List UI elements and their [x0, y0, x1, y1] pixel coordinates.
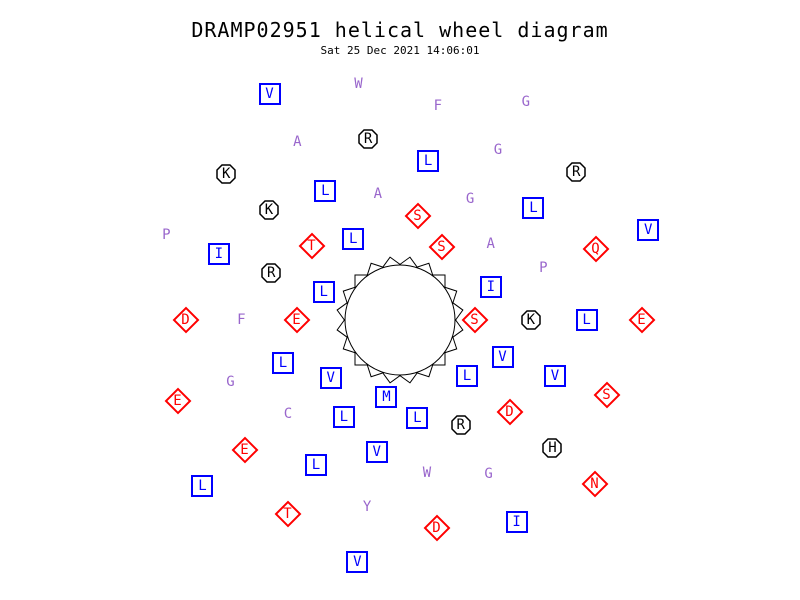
- residue-14: A: [482, 235, 500, 253]
- residue-6: L: [342, 228, 364, 250]
- residue-32: L: [522, 197, 544, 219]
- residue-58: N: [586, 474, 605, 493]
- residue-48: T: [279, 504, 298, 523]
- residue-11: V: [492, 346, 514, 368]
- residue-37: Y: [358, 498, 376, 516]
- residue-28: L: [417, 150, 439, 172]
- residue-15: R: [451, 415, 471, 435]
- wheel-background: [0, 0, 800, 600]
- residue-43: Q: [586, 239, 605, 258]
- residue-9: E: [288, 311, 307, 330]
- residue-53: W: [349, 75, 367, 93]
- residue-39: G: [489, 141, 507, 159]
- residue-16: L: [272, 352, 294, 374]
- residue-49: K: [216, 164, 236, 184]
- residue-31: K: [259, 200, 279, 220]
- residue-20: R: [261, 263, 281, 283]
- residue-34: G: [221, 373, 239, 391]
- residue-2: L: [313, 281, 335, 303]
- residue-44: D: [427, 519, 446, 538]
- residue-35: R: [358, 129, 378, 149]
- residue-56: P: [157, 226, 175, 244]
- residue-55: V: [346, 551, 368, 573]
- residue-46: F: [429, 97, 447, 115]
- residue-4: L: [456, 365, 478, 387]
- residue-29: V: [544, 365, 566, 387]
- residue-50: R: [566, 162, 586, 182]
- residue-52: E: [169, 391, 188, 410]
- residue-13: T: [302, 236, 321, 255]
- residue-51: I: [506, 511, 528, 533]
- residue-36: L: [576, 309, 598, 331]
- residue-45: D: [176, 311, 195, 330]
- residue-38: I: [208, 243, 230, 265]
- residue-24: L: [314, 180, 336, 202]
- residue-57: G: [517, 93, 535, 111]
- residue-22: D: [500, 403, 519, 422]
- residue-7: I: [480, 276, 502, 298]
- residue-41: E: [236, 440, 255, 459]
- residue-19: V: [366, 441, 388, 463]
- residue-0: S: [466, 311, 485, 330]
- residue-21: G: [461, 190, 479, 208]
- residue-17: A: [369, 185, 387, 203]
- residue-3: S: [433, 237, 452, 256]
- residue-33: G: [480, 465, 498, 483]
- residue-1: M: [375, 386, 397, 408]
- residue-23: C: [279, 405, 297, 423]
- residue-5: V: [320, 367, 342, 389]
- residue-60: V: [259, 83, 281, 105]
- residue-26: W: [418, 464, 436, 482]
- residue-59: L: [191, 475, 213, 497]
- residue-40: H: [542, 438, 562, 458]
- residue-61: V: [637, 219, 659, 241]
- residue-30: L: [305, 454, 327, 476]
- residue-25: P: [534, 259, 552, 277]
- residue-12: L: [333, 406, 355, 428]
- residue-27: F: [232, 311, 250, 329]
- residue-54: E: [633, 311, 652, 330]
- residue-10: S: [409, 206, 428, 225]
- residue-8: L: [406, 407, 428, 429]
- residue-18: K: [521, 310, 541, 330]
- residue-47: S: [598, 386, 617, 405]
- residue-42: A: [288, 133, 306, 151]
